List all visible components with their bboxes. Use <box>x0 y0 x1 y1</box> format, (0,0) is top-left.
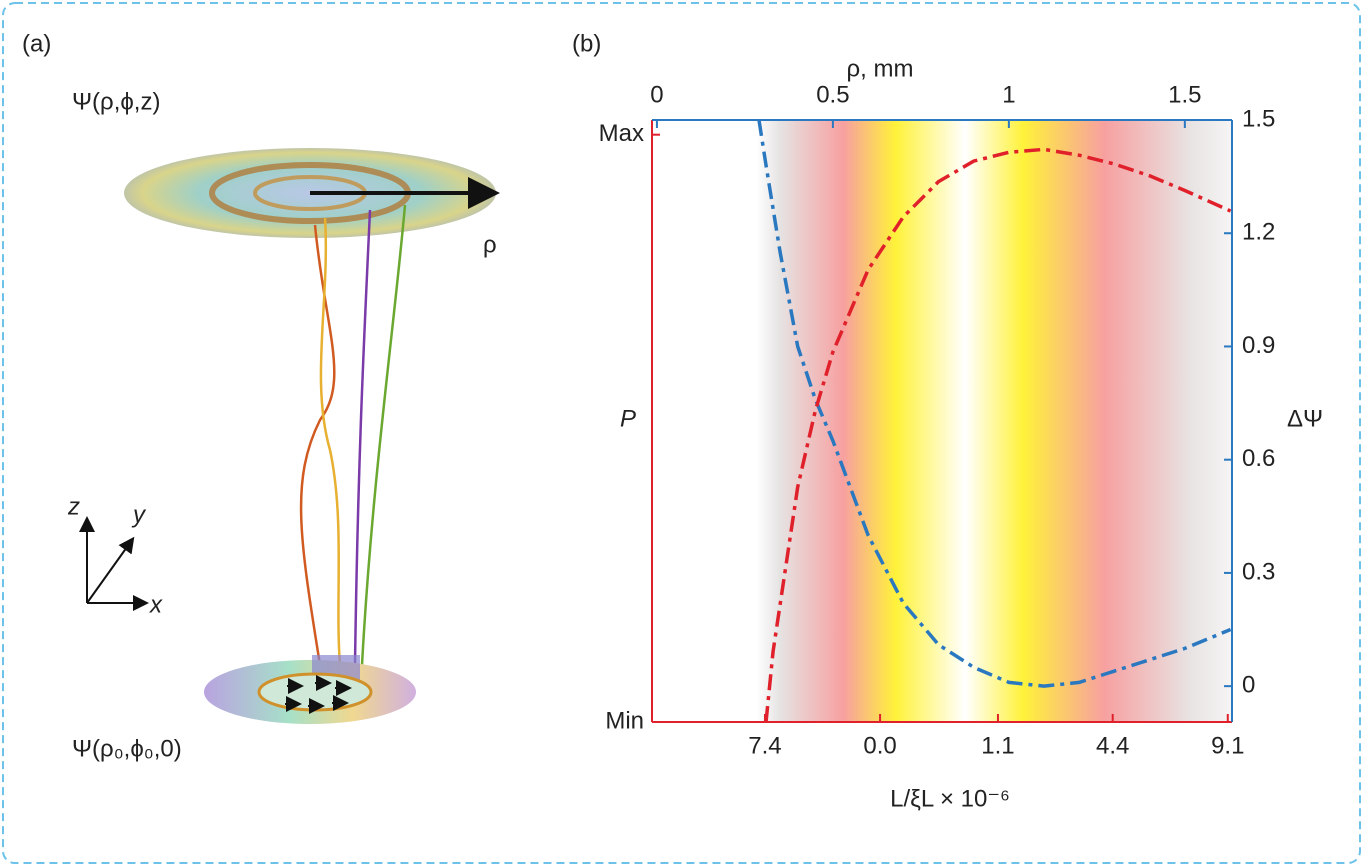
panel-b: (b) ρ, mm P ΔΨ L/ξL × 10⁻⁶ <box>572 30 1323 812</box>
axis-y: y <box>131 501 147 528</box>
x2-tick-label: 1.1 <box>981 732 1014 759</box>
trajectory <box>355 210 370 665</box>
y2-tick-label: 0.6 <box>1242 445 1275 472</box>
panel-label: (a) <box>22 30 51 57</box>
intensity-band <box>652 120 1232 722</box>
trajectory <box>362 205 405 665</box>
panel-a: (a) Ψ(ρ,ϕ,z) ρ Ψ(ρ₀,ϕ₀,0) z y x <box>22 30 497 762</box>
y-tick-label: Max <box>599 120 644 147</box>
x-tick-label: 0 <box>650 81 663 108</box>
x-tick-label: 0.5 <box>816 81 849 108</box>
y2-tick-label: 0.3 <box>1242 558 1275 585</box>
y2-axis-label: ΔΨ <box>1287 405 1323 432</box>
x2-tick-label: 7.4 <box>748 732 781 759</box>
figure: (a) Ψ(ρ,ϕ,z) ρ Ψ(ρ₀,ϕ₀,0) z y x (b) ρ, <box>0 0 1363 866</box>
radius-label: ρ <box>483 231 497 258</box>
x2-tick-label: 0.0 <box>863 732 896 759</box>
field-label: Ψ(ρ₀,ϕ₀,0) <box>72 735 182 762</box>
y2-tick-label: 1.2 <box>1242 219 1275 246</box>
trajectory <box>321 218 340 665</box>
coordinate-axes <box>87 520 145 603</box>
y-axis-label: P <box>620 405 636 432</box>
y-tick-label: Min <box>605 707 644 734</box>
x2-tick-label: 4.4 <box>1096 732 1129 759</box>
y2-tick-label: 0 <box>1242 671 1255 698</box>
x2-tick-label: 9.1 <box>1211 732 1244 759</box>
y2-tick-label: 1.5 <box>1242 105 1275 132</box>
axis-x: x <box>149 591 163 618</box>
panel-label: (b) <box>572 30 601 57</box>
x2-axis-label: L/ξL × 10⁻⁶ <box>890 785 1010 812</box>
x-tick-label: 1.5 <box>1168 81 1201 108</box>
x-tick-label: 1 <box>1002 81 1015 108</box>
y2-tick-label: 0.9 <box>1242 332 1275 359</box>
ring <box>259 674 371 710</box>
x-axis-label: ρ, mm <box>847 55 914 82</box>
axis-z: z <box>67 493 80 520</box>
field-label: Ψ(ρ,ϕ,z) <box>72 88 160 115</box>
